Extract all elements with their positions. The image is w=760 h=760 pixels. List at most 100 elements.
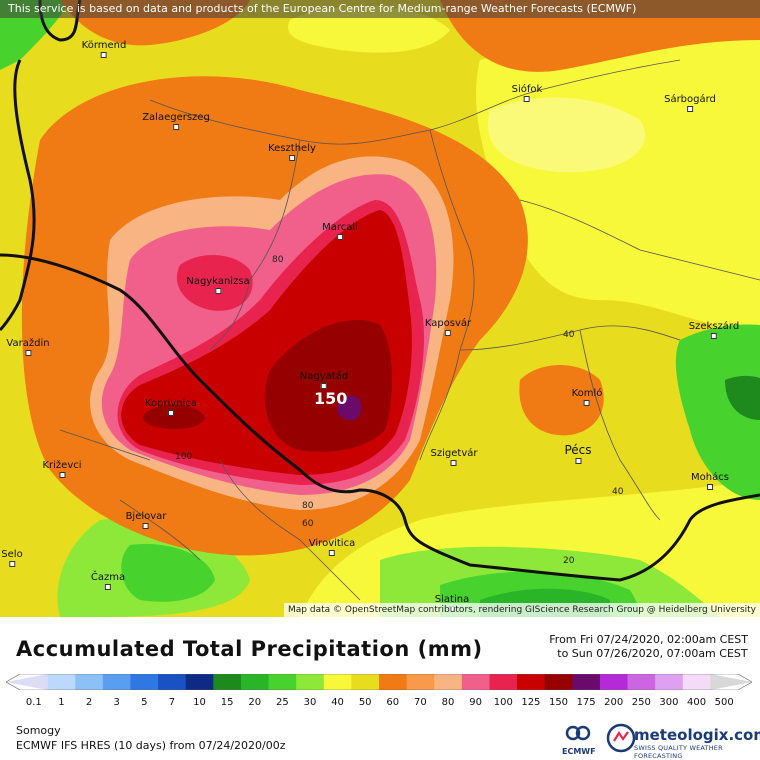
city-label: Pécs bbox=[564, 443, 592, 457]
ecmwf-notice: This service is based on data and produc… bbox=[0, 0, 760, 18]
ecmwf-logo-text: ECMWF bbox=[562, 747, 596, 756]
color-scale-tick-label: 20 bbox=[248, 697, 262, 708]
color-scale-segment bbox=[544, 674, 573, 690]
city-label: Nagyatád bbox=[299, 371, 349, 382]
city-krizevci[interactable]: Križevci bbox=[42, 460, 82, 478]
city-sarbogard[interactable]: Sárbogárd bbox=[664, 94, 716, 112]
city-marker bbox=[172, 124, 179, 130]
green-zone-e-dark bbox=[725, 375, 760, 420]
color-scale-segment bbox=[379, 674, 408, 690]
city-marker bbox=[329, 550, 335, 556]
border-hu-hr bbox=[0, 253, 760, 582]
color-scale-tick-label: 30 bbox=[303, 697, 317, 708]
city-label: Siófok bbox=[511, 84, 543, 95]
city-kormend[interactable]: Körmend bbox=[81, 40, 127, 58]
city-cazma[interactable]: Čazma bbox=[91, 572, 125, 590]
city-nagyatad[interactable]: Nagyatád bbox=[300, 371, 348, 389]
color-scale-segment bbox=[130, 674, 159, 690]
city-marker bbox=[214, 288, 221, 294]
color-scale-bar bbox=[6, 674, 752, 690]
city-label: Križevci bbox=[42, 460, 82, 471]
color-scale-segment bbox=[240, 674, 270, 690]
city-label: Szigetvár bbox=[430, 448, 478, 459]
city-marker bbox=[9, 561, 15, 567]
county-lines bbox=[59, 59, 760, 601]
city-marker bbox=[289, 155, 295, 161]
city-virovitica[interactable]: Virovitica bbox=[309, 538, 355, 556]
color-scale-segment bbox=[710, 674, 752, 690]
city-kaposvar[interactable]: Kaposvár bbox=[425, 318, 471, 336]
yellow-zone-light bbox=[488, 97, 646, 173]
city-label: Slatina bbox=[434, 594, 470, 605]
city-mohacs[interactable]: Mohács bbox=[691, 472, 729, 490]
color-scale-tick-label: 175 bbox=[576, 697, 596, 708]
color-scale-segment bbox=[296, 674, 325, 690]
meteologix-brand[interactable]: meteologix.com bbox=[634, 726, 760, 744]
city-marker bbox=[445, 330, 451, 336]
meteologix-logo-icon bbox=[606, 723, 636, 753]
city-siofok[interactable]: Siófok bbox=[511, 84, 543, 102]
ring-125 bbox=[264, 320, 392, 452]
city-selo[interactable]: Selo bbox=[1, 549, 23, 567]
orange-zone-komlo bbox=[519, 365, 604, 436]
color-scale-tick-label: 25 bbox=[275, 697, 289, 708]
city-szekszard[interactable]: Szekszárd bbox=[689, 321, 739, 339]
city-label: Körmend bbox=[81, 40, 127, 51]
city-zalaegerszeg[interactable]: Zalaegerszeg bbox=[142, 112, 210, 130]
city-szigetvar[interactable]: Szigetvár bbox=[430, 448, 478, 466]
city-marker bbox=[710, 333, 717, 339]
contour-label: 80 bbox=[272, 255, 284, 265]
map-attribution: Map data © OpenStreetMap contributors, r… bbox=[284, 603, 760, 617]
color-scale-tick-label: 100 bbox=[493, 697, 513, 708]
city-marcali[interactable]: Marcali bbox=[322, 222, 358, 240]
color-scale-tick-label: 10 bbox=[193, 697, 206, 708]
color-scale-segment bbox=[323, 674, 352, 690]
color-scale-segment bbox=[6, 674, 48, 690]
ring-125-w bbox=[143, 404, 205, 430]
color-scale-segment bbox=[268, 674, 297, 690]
city-marker bbox=[583, 400, 590, 406]
ring-90 bbox=[176, 254, 253, 311]
city-nagykanizsa[interactable]: Nagykanizsa bbox=[186, 276, 250, 294]
meteologix-tagline: SWISS QUALITY WEATHER FORECASTING bbox=[634, 744, 723, 760]
city-label: Komló bbox=[571, 388, 603, 399]
color-scale-segment bbox=[434, 674, 463, 690]
city-komlo[interactable]: Komló bbox=[571, 388, 603, 406]
color-scale-tick-label: 1 bbox=[58, 697, 65, 708]
city-label: Mohács bbox=[691, 472, 729, 483]
city-label: Koprivnica bbox=[144, 398, 198, 409]
color-scale-tick-label: 300 bbox=[659, 697, 679, 708]
color-scale-tick-label: 15 bbox=[220, 697, 234, 708]
color-scale-tick-label: 3 bbox=[113, 697, 120, 708]
city-keszthely[interactable]: Keszthely bbox=[268, 143, 316, 161]
city-marker bbox=[706, 484, 713, 490]
city-koprivnica[interactable]: Koprivnica bbox=[145, 398, 197, 416]
color-scale-tick-label: 200 bbox=[604, 697, 624, 708]
green-zone-e bbox=[675, 324, 760, 500]
city-pecs[interactable]: Pécs bbox=[564, 443, 592, 464]
city-marker bbox=[58, 472, 65, 478]
city-bjelovar[interactable]: Bjelovar bbox=[125, 511, 167, 529]
city-marker bbox=[25, 350, 31, 356]
city-marker bbox=[100, 52, 107, 58]
precipitation-map[interactable]: This service is based on data and produc… bbox=[0, 0, 760, 617]
border-w bbox=[0, 59, 36, 332]
city-label: Sárbogárd bbox=[664, 94, 716, 105]
city-marker bbox=[167, 410, 174, 416]
color-scale-segment bbox=[158, 674, 187, 690]
color-scale-tick-label: 7 bbox=[168, 697, 176, 708]
city-marker bbox=[450, 460, 457, 466]
city-label: Bjelovar bbox=[125, 511, 167, 522]
color-scale-segment bbox=[517, 674, 546, 690]
max-value-label: 150 bbox=[314, 389, 348, 408]
color-scale-segment bbox=[489, 674, 518, 690]
color-scale-tick-label: 40 bbox=[331, 697, 344, 708]
color-scale-tick-label: 50 bbox=[358, 697, 372, 708]
city-varazdin[interactable]: Varaždin bbox=[6, 338, 50, 356]
city-marker bbox=[574, 458, 581, 464]
green-zone-sw-dark bbox=[121, 544, 215, 602]
city-marker bbox=[321, 383, 327, 389]
legend-panel: Accumulated Total Precipitation (mm) Fro… bbox=[0, 617, 760, 760]
color-scale-segment bbox=[682, 674, 711, 690]
contour-label: 60 bbox=[302, 519, 314, 529]
